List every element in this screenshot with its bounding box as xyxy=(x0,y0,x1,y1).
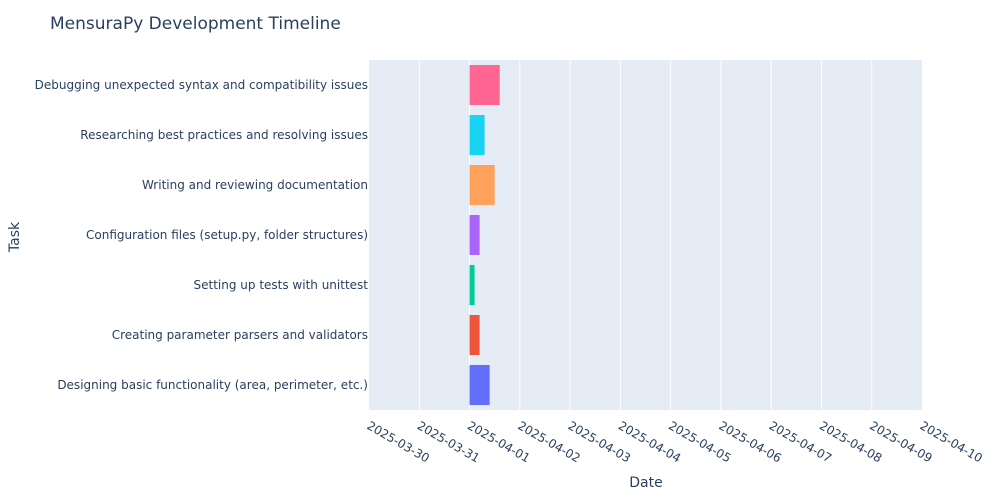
task-bar xyxy=(469,165,495,205)
y-axis-label: Task xyxy=(7,221,23,253)
y-tick-label: Setting up tests with unittest xyxy=(194,278,369,292)
task-bar xyxy=(469,65,500,105)
task-bars xyxy=(469,65,500,405)
chart-title: MensuraPy Development Timeline xyxy=(50,14,341,34)
x-tick-labels: 2025-03-302025-03-312025-04-012025-04-02… xyxy=(365,418,985,465)
task-bar xyxy=(469,365,490,405)
y-tick-label: Creating parameter parsers and validator… xyxy=(112,328,368,342)
x-axis-label: Date xyxy=(629,475,662,491)
y-tick-label: Researching best practices and resolving… xyxy=(80,128,368,142)
y-tick-labels: Designing basic functionality (area, per… xyxy=(35,78,369,392)
plot-area xyxy=(369,60,922,410)
y-tick-label: Writing and reviewing documentation xyxy=(142,178,368,192)
y-tick-label: Debugging unexpected syntax and compatib… xyxy=(35,78,368,92)
y-tick-label: Designing basic functionality (area, per… xyxy=(57,378,368,392)
y-tick-label: Configuration files (setup.py, folder st… xyxy=(86,228,368,242)
task-bar xyxy=(469,215,480,255)
task-bar xyxy=(469,115,485,155)
task-bar xyxy=(469,315,480,355)
task-bar xyxy=(469,265,475,305)
